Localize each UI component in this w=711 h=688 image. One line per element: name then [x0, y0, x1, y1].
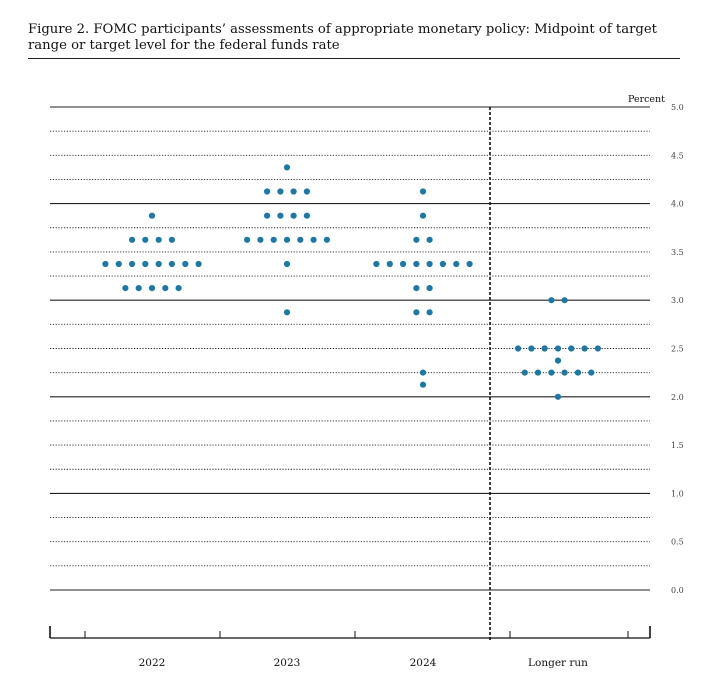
participant-dot	[257, 236, 264, 243]
participant-dot	[102, 260, 109, 268]
participant-dot	[426, 309, 433, 316]
participant-dot	[439, 260, 446, 268]
x-axis-category-labels: 2022 2023 2024 Longer run	[139, 657, 589, 669]
participant-dot	[142, 260, 149, 268]
y-tick-label: 2.5	[671, 345, 684, 354]
participant-dot	[168, 236, 175, 243]
participant-dot	[115, 260, 122, 268]
participant-dot	[303, 212, 310, 219]
caption-rule	[28, 58, 680, 59]
participant-dot	[426, 260, 433, 268]
participant-dot	[413, 236, 420, 243]
participant-dot	[168, 260, 175, 268]
y-tick-label: 3.0	[671, 296, 684, 305]
y-tick-label: 1.0	[671, 489, 684, 498]
participant-dot	[521, 369, 528, 376]
participant-dot	[148, 285, 156, 292]
dots	[102, 164, 602, 400]
participant-dot	[129, 260, 136, 268]
participant-dot	[419, 369, 427, 376]
participant-dot	[270, 236, 277, 243]
participant-dot	[290, 188, 297, 195]
participant-dot	[142, 236, 149, 243]
participant-dot	[541, 345, 548, 352]
participant-dot	[290, 212, 297, 219]
participant-dot	[155, 260, 162, 268]
participant-dot	[297, 236, 304, 243]
participant-dot	[554, 345, 562, 352]
participant-dot	[419, 188, 427, 195]
y-tick-label: 0.5	[671, 538, 684, 547]
participant-dot	[554, 357, 562, 364]
participant-dot	[135, 285, 142, 292]
y-axis-tick-labels: 0.0 0.5 1.0 1.5 2.0 2.5 3.0 3.5 4.0 4.5 5.0	[671, 103, 684, 595]
participant-dot	[310, 236, 317, 243]
participant-dot	[554, 393, 562, 400]
y-tick-label: 5.0	[671, 103, 684, 112]
participant-dot	[264, 188, 271, 195]
participant-dot	[426, 236, 433, 243]
participant-dot	[548, 369, 555, 376]
participant-dot	[283, 309, 291, 316]
participant-dot	[373, 260, 380, 268]
participant-dot	[244, 236, 251, 243]
participant-dot	[277, 212, 284, 219]
x-category-label: 2022	[139, 657, 166, 669]
participant-dot	[548, 297, 555, 304]
participant-dot	[534, 369, 542, 376]
participant-dot	[155, 236, 162, 243]
y-tick-label: 4.0	[671, 200, 684, 209]
y-tick-label: 0.0	[671, 586, 684, 595]
participant-dot	[561, 369, 568, 376]
participant-dot	[283, 260, 291, 268]
gridlines	[50, 106, 650, 591]
participant-dot	[413, 285, 420, 292]
participant-dot	[419, 381, 427, 388]
participant-dot	[400, 260, 407, 268]
participant-dot	[303, 188, 310, 195]
participant-dot	[283, 236, 291, 243]
x-axis	[49, 626, 651, 639]
y-axis-unit-label: Percent	[628, 94, 665, 105]
participant-dot	[195, 260, 202, 268]
participant-dot	[162, 285, 169, 292]
participant-dot	[453, 260, 460, 268]
participant-dot	[122, 285, 129, 292]
participant-dot	[466, 260, 473, 268]
x-category-label: Longer run	[528, 657, 588, 669]
participant-dot	[574, 369, 582, 376]
participant-dot	[323, 236, 330, 243]
participant-dot	[528, 345, 535, 352]
x-category-label: 2023	[274, 657, 301, 669]
participant-dot	[386, 260, 393, 268]
participant-dot	[413, 309, 420, 316]
participant-dot	[413, 260, 420, 268]
participant-dot	[175, 285, 182, 292]
participant-dot	[283, 164, 291, 171]
figure-caption: Figure 2. FOMC participants’ assessments…	[28, 22, 657, 53]
participant-dot	[419, 212, 427, 219]
participant-dot	[588, 369, 595, 376]
participant-dot	[568, 345, 575, 352]
participant-dot	[515, 345, 522, 352]
y-tick-label: 3.5	[671, 248, 684, 257]
participant-dot	[581, 345, 588, 352]
y-tick-label: 4.5	[671, 151, 684, 160]
participant-dot	[594, 345, 602, 352]
x-category-label: 2024	[410, 657, 437, 669]
participant-dot	[277, 188, 284, 195]
participant-dot	[426, 285, 433, 292]
participant-dot	[182, 260, 189, 268]
participant-dot	[264, 212, 271, 219]
participant-dot	[129, 236, 136, 243]
participant-dot	[561, 297, 568, 304]
y-tick-label: 2.0	[671, 393, 684, 402]
y-tick-label: 1.5	[671, 441, 684, 450]
participant-dot	[148, 212, 156, 219]
